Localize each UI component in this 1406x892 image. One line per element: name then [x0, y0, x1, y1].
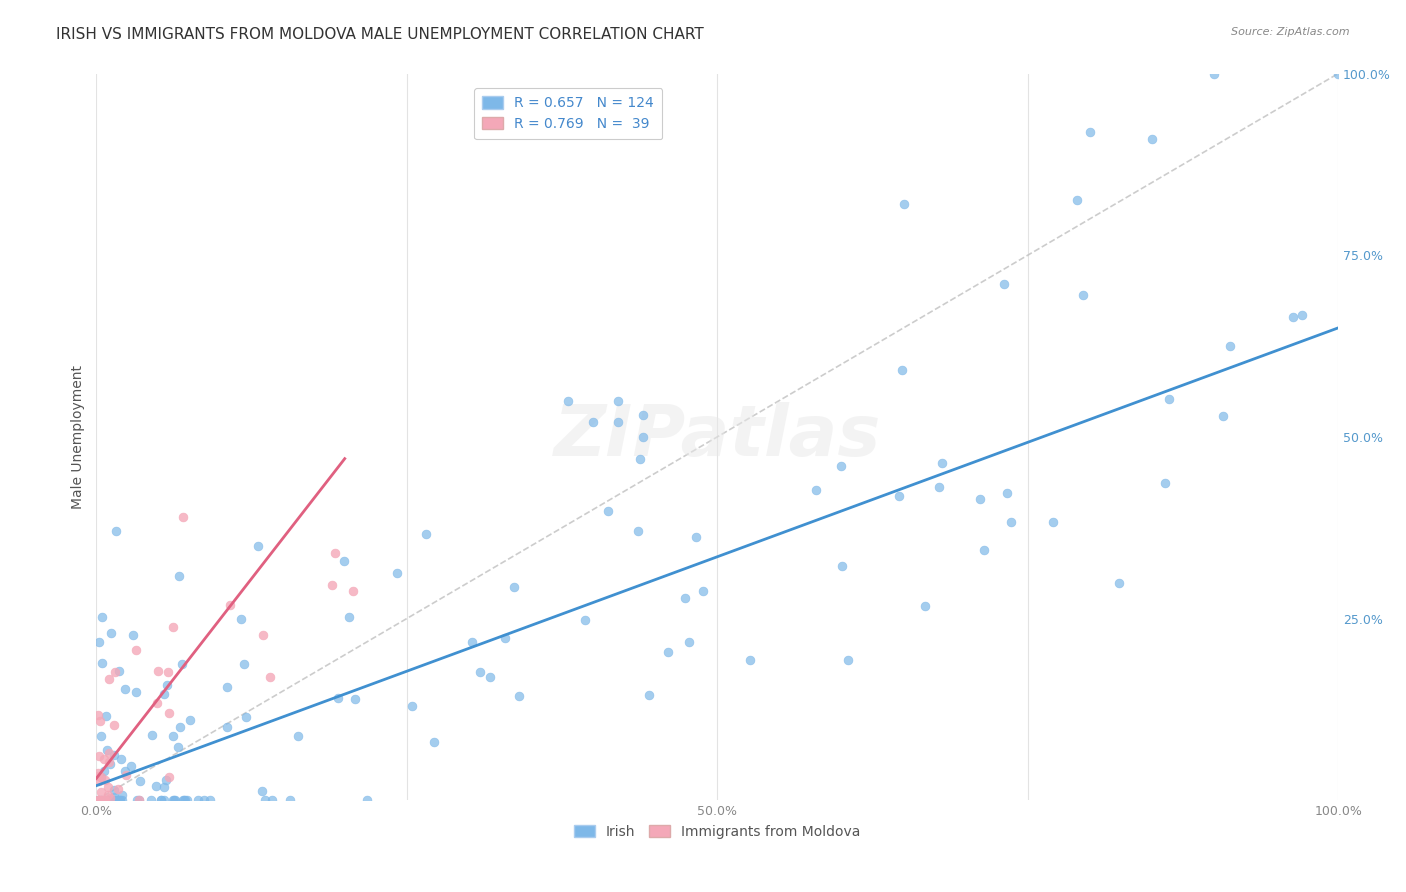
- Point: [253, 793, 276, 807]
- Point: [235, 710, 257, 724]
- Text: ZIPatlas: ZIPatlas: [554, 402, 882, 471]
- Point: [111, 793, 134, 807]
- Point: [87, 793, 110, 807]
- Point: [110, 793, 132, 807]
- Point: [107, 664, 129, 678]
- Point: [1212, 409, 1234, 423]
- Point: [104, 793, 127, 807]
- Point: [217, 680, 239, 694]
- Point: [157, 771, 180, 785]
- Point: [98, 756, 121, 770]
- Point: [321, 578, 343, 592]
- Point: [94, 709, 117, 723]
- Point: [356, 793, 378, 807]
- Point: [627, 524, 650, 538]
- Text: Source: ZipAtlas.com: Source: ZipAtlas.com: [1232, 27, 1350, 37]
- Point: [401, 699, 423, 714]
- Point: [607, 393, 630, 408]
- Point: [1159, 392, 1181, 406]
- Point: [995, 485, 1018, 500]
- Point: [218, 598, 240, 612]
- Point: [738, 653, 761, 667]
- Point: [97, 788, 120, 802]
- Point: [162, 793, 184, 807]
- Point: [87, 793, 110, 807]
- Point: [423, 735, 446, 749]
- Point: [630, 451, 652, 466]
- Point: [146, 697, 169, 711]
- Point: [90, 657, 112, 671]
- Point: [114, 682, 136, 697]
- Point: [139, 793, 162, 807]
- Point: [344, 691, 367, 706]
- Point: [231, 612, 253, 626]
- Point: [107, 793, 129, 807]
- Point: [120, 758, 142, 772]
- Point: [931, 456, 953, 470]
- Point: [1108, 575, 1130, 590]
- Point: [145, 779, 167, 793]
- Point: [90, 793, 112, 807]
- Point: [468, 665, 491, 680]
- Point: [110, 793, 132, 807]
- Point: [415, 526, 437, 541]
- Point: [94, 773, 117, 788]
- Point: [328, 691, 350, 706]
- Point: [87, 769, 110, 783]
- Point: [169, 720, 191, 734]
- Legend: Irish, Immigrants from Moldova: Irish, Immigrants from Moldova: [568, 819, 866, 844]
- Point: [104, 524, 127, 539]
- Point: [163, 793, 186, 807]
- Point: [100, 626, 122, 640]
- Point: [86, 793, 108, 807]
- Point: [90, 793, 112, 807]
- Point: [90, 771, 112, 785]
- Point: [128, 793, 150, 807]
- Point: [914, 599, 936, 613]
- Point: [804, 483, 827, 497]
- Point: [89, 793, 111, 807]
- Point: [91, 609, 114, 624]
- Point: [638, 688, 661, 702]
- Point: [157, 665, 180, 679]
- Point: [173, 793, 195, 807]
- Point: [90, 771, 112, 785]
- Point: [94, 793, 117, 807]
- Point: [152, 793, 174, 807]
- Point: [170, 657, 193, 671]
- Point: [96, 793, 118, 807]
- Point: [387, 566, 409, 581]
- Point: [97, 672, 120, 686]
- Point: [128, 793, 150, 807]
- Point: [508, 689, 530, 703]
- Point: [692, 584, 714, 599]
- Point: [631, 430, 654, 444]
- Point: [461, 635, 484, 649]
- Point: [96, 743, 118, 757]
- Point: [887, 489, 910, 503]
- Point: [685, 530, 707, 544]
- Point: [98, 746, 121, 760]
- Point: [98, 791, 121, 805]
- Point: [129, 773, 152, 788]
- Point: [122, 628, 145, 642]
- Point: [1071, 288, 1094, 302]
- Point: [103, 717, 125, 731]
- Point: [323, 546, 346, 560]
- Point: [969, 491, 991, 506]
- Point: [1140, 132, 1163, 146]
- Point: [150, 793, 173, 807]
- Y-axis label: Male Unemployment: Male Unemployment: [72, 365, 86, 508]
- Point: [1154, 475, 1177, 490]
- Point: [98, 757, 121, 772]
- Point: [200, 793, 222, 807]
- Point: [87, 749, 110, 764]
- Point: [193, 793, 215, 807]
- Point: [1078, 125, 1101, 139]
- Point: [582, 415, 605, 429]
- Point: [893, 197, 915, 211]
- Point: [287, 729, 309, 743]
- Point: [1000, 515, 1022, 529]
- Point: [89, 774, 111, 789]
